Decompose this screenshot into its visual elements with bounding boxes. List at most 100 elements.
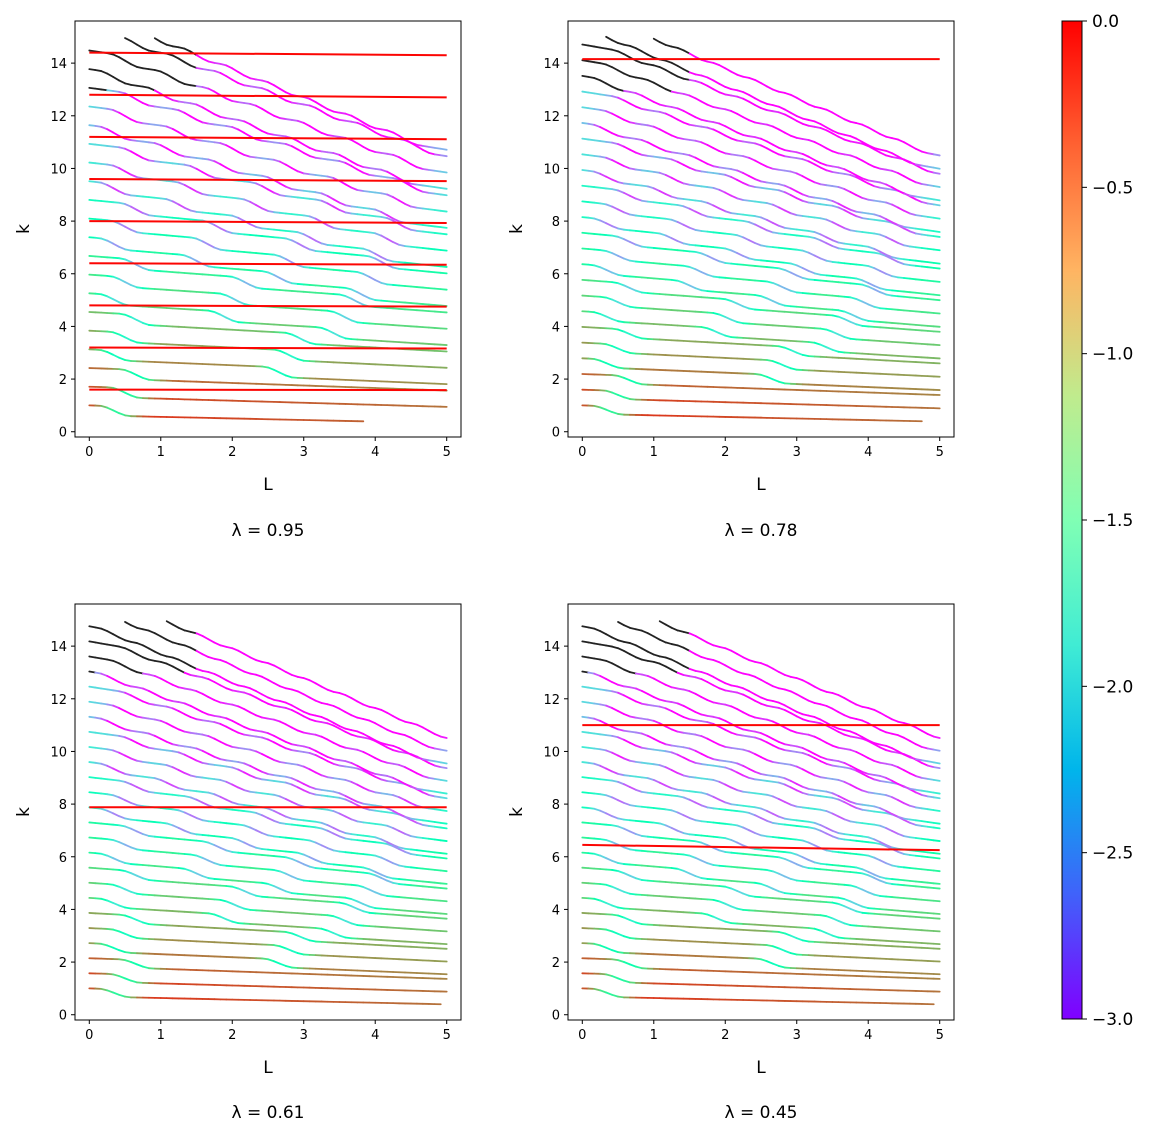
curve-segment [344,870,353,873]
curve-segment [356,735,365,739]
curve-segment [742,172,750,178]
curve-segment [219,846,228,852]
series-curve-7 [581,310,941,360]
curve-segment [909,161,917,166]
curve-segment [255,735,263,739]
series-curve-20 [88,49,448,174]
curve-segment [861,318,870,322]
curve-segment [237,761,246,765]
series-curve-7 [581,896,941,946]
curve-segment [742,255,750,260]
curve-segment [611,281,619,285]
curve-segment [736,112,745,119]
curve-segment [273,133,281,137]
curve-segment [165,836,174,840]
curve-segment [374,739,383,744]
y-tick-label: 10 [50,162,67,177]
curve-segment [433,733,442,738]
curve-segment [231,297,240,303]
curve-segment [201,749,210,755]
curve-segment [118,725,126,731]
curve-segment [225,75,234,81]
curve-segment [664,69,673,75]
curve-segment [106,386,115,389]
curve-segment [617,181,625,185]
curve-segment [362,703,371,708]
curve-segment [142,102,150,107]
curve-segment [314,250,323,253]
curve-segment [338,829,347,834]
curve-segment [308,266,317,270]
curve-segment [284,815,293,820]
curve-segment [879,250,887,256]
curve-segment [147,835,156,838]
curve-segment [118,662,126,668]
curve-segment [658,147,667,152]
curve-segment [439,735,448,739]
curve-segment [284,258,293,264]
curve-segment [171,808,180,812]
curve-segment [350,319,359,324]
curve-segment [249,810,257,814]
series-curve-16 [581,169,941,265]
curve-segment [207,212,216,215]
curve-segment [338,934,347,939]
curve-segment [392,744,400,750]
curve-segment [302,765,311,771]
curve-segment [861,179,870,185]
curve-segment [416,836,424,839]
curve-segment [849,262,858,266]
curve-segment [142,122,150,125]
curve-segment [290,282,299,285]
curve-segment [165,749,174,753]
curve-segment [183,687,192,691]
curve-segment [617,906,625,910]
curve-segment [296,934,305,940]
curve-segment [225,725,234,731]
curve-segment [213,673,222,678]
curve-segment [433,821,442,824]
curve-segment [231,275,240,280]
curve-segment [825,198,834,202]
curve-segment [676,179,685,185]
curve-segment [849,174,858,179]
curve-segment [879,151,887,157]
curve-segment [356,871,365,874]
curve-segment [225,125,234,128]
curve-segment [130,916,138,921]
curve-segment [88,685,97,689]
curve-segment [112,633,120,639]
curve-segment [392,131,400,137]
series-curve-9 [88,255,448,314]
curve-segment [801,193,810,198]
curve-segment [267,807,275,812]
curve-segment [920,297,929,300]
curve-segment [159,677,168,683]
curve-segment [273,368,281,374]
curve-segment [207,859,216,865]
curve-segment [629,183,637,186]
curve-segment [676,91,685,95]
curve-segment [605,946,613,952]
curve-segment [332,741,341,747]
curve-segment [380,760,389,764]
curve-segment [112,164,120,170]
curve-segment [855,277,864,282]
curve-segment [410,817,418,821]
curve-segment [136,286,144,290]
curve-segment [903,158,911,164]
curve-segment [587,154,596,157]
curve-segment [225,294,234,300]
curve-segment [100,107,109,110]
curve-segment [891,275,899,279]
curve-segment [909,144,917,150]
curve-segment [356,907,365,913]
curve-segment [861,264,870,267]
curve-segment [189,839,198,842]
curve-segment [279,117,287,120]
curve-segment [700,213,709,218]
curve-segment [611,188,619,192]
curve-segment [231,169,240,174]
curve-segment [362,254,371,258]
